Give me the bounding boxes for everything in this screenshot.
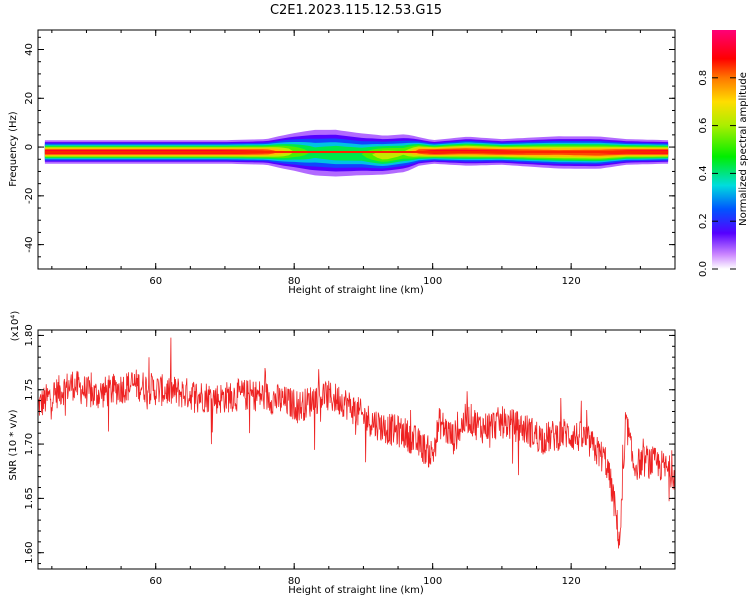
spectrogram-x-ticks: 60 80 100 120 xyxy=(51,30,676,287)
snr-x-tick-label: 120 xyxy=(562,576,581,587)
snr-y-axis-label: SNR (10 * v/v) xyxy=(8,409,19,480)
colorbar-tick-label: 0.2 xyxy=(698,213,709,229)
spectrogram-y-tick-label: 20 xyxy=(24,92,35,105)
spectrogram-panel: 60 80 100 120 40 20 0 -20 -40 Height of straigh… xyxy=(8,29,676,296)
snr-y-tick-label: 1.80 xyxy=(24,324,35,346)
colorbar-tick-label: 0.4 xyxy=(698,165,709,181)
colorbar-tick-label: 0.8 xyxy=(698,70,709,86)
snr-y-ticks: 1.60 1.65 1.70 1.75 1.80 xyxy=(24,324,675,565)
spectrogram-x-tick-label: 60 xyxy=(149,276,162,287)
snr-x-tick-label: 100 xyxy=(423,576,442,587)
spectrogram-y-ticks: 40 20 0 -20 -40 xyxy=(24,36,675,270)
figure-title: C2E1.2023.115.12.53.G15 xyxy=(270,3,442,18)
snr-y-tick-label: 1.70 xyxy=(24,433,35,455)
snr-x-axis-label: Height of straight line (km) xyxy=(288,585,424,596)
snr-x-tick-label: 60 xyxy=(149,576,162,587)
spectrogram-x-tick-label: 100 xyxy=(423,276,442,287)
spectrogram-y-axis-label: Frequency (Hz) xyxy=(8,111,19,187)
snr-x-ticks: 60 80 100 120 xyxy=(51,330,676,587)
snr-y-tick-label: 1.75 xyxy=(24,379,35,401)
snr-y-tick-label: 1.60 xyxy=(24,542,35,564)
spectrogram-x-tick-label: 120 xyxy=(562,276,581,287)
spectrogram-x-axis-label: Height of straight line (km) xyxy=(288,285,424,296)
snr-frame xyxy=(37,329,676,570)
colorbar-ticks: 0.0 0.2 0.4 0.6 0.8 xyxy=(698,70,736,277)
colorbar-tick-label: 0.6 xyxy=(698,118,709,134)
spectrogram-y-tick-label: -20 xyxy=(24,188,35,204)
spectrogram-y-tick-label: -40 xyxy=(24,236,35,252)
spectrogram-y-tick-label: 40 xyxy=(24,43,35,56)
spectrogram-x-tick-label: 80 xyxy=(288,276,301,287)
snr-x-tick-label: 80 xyxy=(288,576,301,587)
colorbar: 0.0 0.2 0.4 0.6 0.8 Normalized spectral ampl… xyxy=(698,30,749,277)
spectrogram-y-tick-label: 0 xyxy=(24,144,35,150)
snr-panel: 60 80 100 120 1.60 1.65 1.70 1.75 1.80 Height o… xyxy=(8,311,676,596)
spectrogram-plot-area xyxy=(44,129,669,177)
spectrogram-frame xyxy=(37,29,676,270)
snr-y-tick-label: 1.65 xyxy=(24,487,35,509)
snr-y-multiplier: (x10⁴) xyxy=(10,311,21,342)
colorbar-gradient xyxy=(712,30,736,269)
colorbar-label: Normalized spectral amplitude xyxy=(738,72,749,226)
colorbar-tick-label: 0.0 xyxy=(698,261,709,277)
snr-series-line xyxy=(38,337,675,549)
